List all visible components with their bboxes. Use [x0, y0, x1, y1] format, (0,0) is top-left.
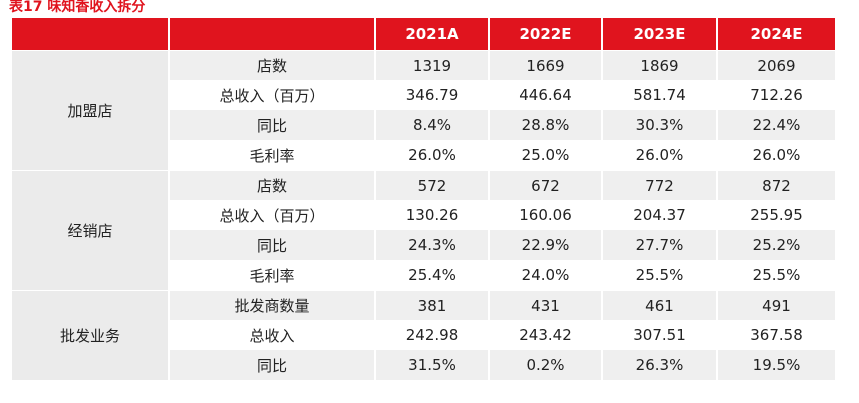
cell-value: 381 [374, 290, 488, 320]
table-row: 毛利率 26.0% 25.0% 26.0% 26.0% [12, 140, 835, 170]
cell-value: 1869 [601, 50, 716, 80]
header-year-2022e: 2022E [488, 18, 601, 50]
cell-value: 346.79 [374, 80, 488, 110]
cell-value: 30.3% [601, 110, 716, 140]
table-row: 总收入（百万） 346.79 446.64 581.74 712.26 [12, 80, 835, 110]
cell-value: 491 [716, 290, 835, 320]
cell-value: 26.0% [716, 140, 835, 170]
row-metric-label: 批发商数量 [168, 290, 374, 320]
cell-value: 26.3% [601, 350, 716, 380]
group-label-wholesale: 批发业务 [12, 290, 168, 380]
cell-value: 25.5% [601, 260, 716, 290]
cell-value: 204.37 [601, 200, 716, 230]
table-row: 同比 31.5% 0.2% 26.3% 19.5% [12, 350, 835, 380]
cell-value: 25.0% [488, 140, 601, 170]
cell-value: 27.7% [601, 230, 716, 260]
row-metric-label: 同比 [168, 350, 374, 380]
cell-value: 130.26 [374, 200, 488, 230]
table-row: 经销店 店数 572 672 772 872 [12, 170, 835, 290]
row-metric-label: 总收入（百万） [168, 200, 374, 230]
cell-value: 255.95 [716, 200, 835, 230]
header-blank-cell [12, 18, 168, 50]
table-row: 同比 24.3% 22.9% 27.7% 25.2% [12, 230, 835, 260]
table-row: 加盟店 店数 1319 1669 1869 2069 [12, 50, 835, 170]
table-row: 批发业务 批发商数量 381 431 461 491 [12, 290, 835, 380]
header-year-2024e: 2024E [716, 18, 835, 50]
table-row: 同比 8.4% 28.8% 30.3% 22.4% [12, 110, 835, 140]
cell-value: 243.42 [488, 320, 601, 350]
cell-value: 672 [488, 170, 601, 200]
cell-value: 25.5% [716, 260, 835, 290]
cell-value: 19.5% [716, 350, 835, 380]
cell-value: 367.58 [716, 320, 835, 350]
table-row: 毛利率 25.4% 24.0% 25.5% 25.5% [12, 260, 835, 290]
table-title: 表17 味知香收入拆分 [9, 0, 146, 15]
table-row: 总收入（百万） 130.26 160.06 204.37 255.95 [12, 200, 835, 230]
cell-value: 28.8% [488, 110, 601, 140]
row-metric-label: 店数 [168, 170, 374, 200]
cell-value: 431 [488, 290, 601, 320]
cell-value: 772 [601, 170, 716, 200]
group-label-distributor: 经销店 [12, 170, 168, 290]
cell-value: 24.0% [488, 260, 601, 290]
cell-value: 24.3% [374, 230, 488, 260]
cell-value: 581.74 [601, 80, 716, 110]
header-row: 2021A 2022E 2023E 2024E [12, 18, 835, 50]
row-metric-label: 同比 [168, 230, 374, 260]
cell-value: 2069 [716, 50, 835, 80]
row-metric-label: 店数 [168, 50, 374, 80]
cell-value: 25.4% [374, 260, 488, 290]
row-metric-label: 同比 [168, 110, 374, 140]
cell-value: 25.2% [716, 230, 835, 260]
cell-value: 0.2% [488, 350, 601, 380]
cell-value: 712.26 [716, 80, 835, 110]
row-metric-label: 总收入 [168, 320, 374, 350]
cell-value: 26.0% [601, 140, 716, 170]
row-metric-label: 毛利率 [168, 140, 374, 170]
revenue-breakdown-table: 2021A 2022E 2023E 2024E 加盟店 店数 1319 1669… [12, 18, 835, 380]
cell-value: 242.98 [374, 320, 488, 350]
table-row: 总收入 242.98 243.42 307.51 367.58 [12, 320, 835, 350]
header-year-2023e: 2023E [601, 18, 716, 50]
row-metric-label: 毛利率 [168, 260, 374, 290]
cell-value: 446.64 [488, 80, 601, 110]
cell-value: 872 [716, 170, 835, 200]
cell-value: 26.0% [374, 140, 488, 170]
cell-value: 22.4% [716, 110, 835, 140]
cell-value: 1319 [374, 50, 488, 80]
header-metric-cell [168, 18, 374, 50]
group-label-franchise: 加盟店 [12, 50, 168, 170]
cell-value: 572 [374, 170, 488, 200]
cell-value: 31.5% [374, 350, 488, 380]
cell-value: 461 [601, 290, 716, 320]
cell-value: 307.51 [601, 320, 716, 350]
cell-value: 1669 [488, 50, 601, 80]
cell-value: 160.06 [488, 200, 601, 230]
header-year-2021a: 2021A [374, 18, 488, 50]
cell-value: 8.4% [374, 110, 488, 140]
cell-value: 22.9% [488, 230, 601, 260]
row-metric-label: 总收入（百万） [168, 80, 374, 110]
